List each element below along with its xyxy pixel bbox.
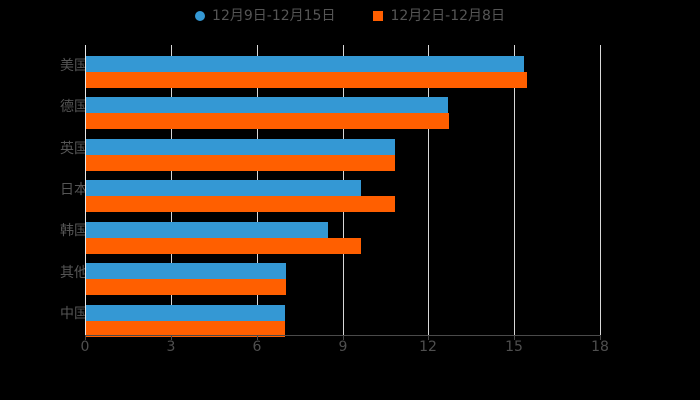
x-tick-mark-12 [428, 335, 429, 340]
bar-series1-中国[interactable] [86, 304, 285, 321]
legend-square-marker-icon [373, 11, 384, 21]
gridline-15 [514, 45, 515, 335]
bar-series2-日本[interactable] [86, 196, 395, 213]
bar-series1-日本[interactable] [86, 180, 361, 197]
x-axis-tick-label-12: 12 [419, 339, 437, 355]
bar-series2-英国[interactable] [86, 154, 395, 171]
legend-item-series-2[interactable]: 12月2日-12月8日 [373, 9, 505, 23]
chart-legend: 12月9日-12月15日 12月2日-12月8日 [0, 4, 700, 28]
gridline-12 [428, 45, 429, 335]
bar-series2-韩国[interactable] [86, 237, 361, 254]
bar-series2-美国[interactable] [86, 72, 527, 88]
x-axis-tick-label-9: 9 [338, 339, 348, 355]
y-axis-label-其他: 其他 [60, 264, 88, 281]
legend-item-series-1[interactable]: 12月9日-12月15日 [195, 9, 335, 23]
gridline-18 [600, 45, 601, 335]
x-tick-mark-15 [514, 335, 515, 340]
y-axis-label-日本: 日本 [60, 182, 88, 198]
bar-series2-中国[interactable] [86, 320, 285, 337]
bar-series2-其他[interactable] [86, 279, 286, 296]
plot-area [85, 45, 601, 337]
gridline-0 [85, 45, 86, 335]
y-axis-label-德国: 德国 [60, 99, 88, 116]
bar-series1-英国[interactable] [86, 138, 395, 155]
y-axis-label-中国: 中国 [60, 306, 88, 323]
legend-circle-marker-icon [195, 11, 206, 21]
y-axis-label-美国: 美国 [60, 57, 88, 74]
x-axis-tick-label-0: 0 [80, 339, 90, 355]
x-tick-mark-3 [171, 335, 172, 340]
legend-label-series-1: 12月9日-12月15日 [212, 8, 336, 24]
x-tick-mark-18 [600, 335, 601, 340]
x-axis-tick-label-6: 6 [252, 339, 262, 355]
x-tick-mark-0 [85, 335, 86, 340]
legend-label-series-2: 12月2日-12月8日 [390, 8, 505, 24]
bar-series1-韩国[interactable] [86, 221, 328, 238]
bar-series1-美国[interactable] [86, 56, 524, 72]
bar-series2-德国[interactable] [86, 113, 449, 130]
y-axis-label-英国: 英国 [60, 140, 88, 157]
y-axis-label-韩国: 韩国 [60, 223, 88, 240]
x-axis-tick-label-15: 15 [505, 339, 523, 355]
x-tick-mark-6 [257, 335, 258, 340]
x-axis-tick-label-3: 3 [166, 339, 176, 355]
x-tick-mark-9 [343, 335, 344, 340]
bar-series1-德国[interactable] [86, 97, 448, 114]
bar-series1-其他[interactable] [86, 263, 286, 280]
x-axis-tick-label-18: 18 [591, 339, 609, 355]
